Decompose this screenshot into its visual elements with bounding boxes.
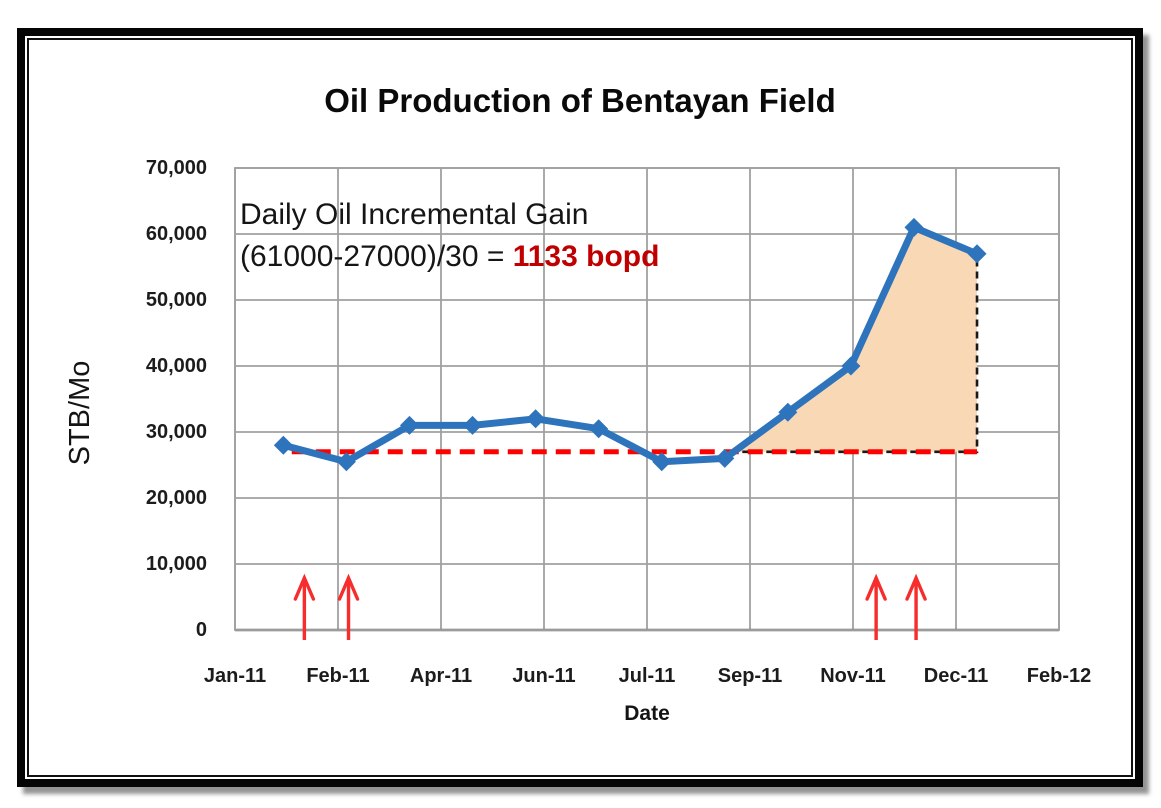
x-tick-label: Jun-11 <box>512 665 576 687</box>
annotation-line2: (61000-27000)/30 = 1133 bopd <box>240 236 800 278</box>
x-tick-label: Sep-11 <box>717 665 783 687</box>
x-tick-label: Feb-11 <box>306 665 370 687</box>
y-tick-label: 60,000 <box>145 223 207 245</box>
x-tick-label: Apr-11 <box>409 665 473 687</box>
y-tick-label: 50,000 <box>145 289 207 311</box>
production-line <box>279 223 981 466</box>
data-point-marker <box>967 244 987 264</box>
y-tick-label: 70,000 <box>145 157 207 179</box>
up-arrow-head <box>865 573 887 601</box>
up-arrow-head <box>905 573 927 601</box>
x-tick-label: Nov-11 <box>820 665 886 687</box>
data-point-marker <box>778 402 798 422</box>
incremental-gain-area-border <box>729 225 979 454</box>
incremental-gain-area <box>733 227 978 452</box>
data-point-marker <box>841 356 861 376</box>
up-arrow-head <box>293 573 316 601</box>
x-tick-label: Jul-11 <box>618 665 676 687</box>
data-point-marker <box>652 452 672 472</box>
data-point-marker <box>463 415 483 435</box>
y-axis-title: STB/Mo <box>64 360 96 466</box>
data-point-marker <box>526 409 546 429</box>
y-tick-label: 10,000 <box>145 553 207 575</box>
y-tick-label: 0 <box>195 619 207 641</box>
plot-border <box>234 167 1060 631</box>
y-tick-label: 40,000 <box>145 355 207 377</box>
x-tick-label: Dec-11 <box>923 665 989 687</box>
data-point-marker <box>589 419 609 439</box>
y-tick-label: 20,000 <box>145 487 207 509</box>
annotation-formula: (61000-27000)/30 = <box>240 240 513 273</box>
data-point-marker <box>336 452 356 472</box>
data-point-marker <box>399 415 419 435</box>
x-tick-label: Feb-12 <box>1026 665 1092 687</box>
annotation-result-value: 1133 bopd <box>512 240 660 273</box>
x-tick-label: Jan-11 <box>203 665 267 687</box>
up-arrow-head <box>337 573 360 601</box>
chart-title: Oil Production of Bentayan Field <box>324 82 836 119</box>
data-point-marker <box>715 448 735 468</box>
data-point-marker <box>904 217 924 237</box>
y-tick-label: 30,000 <box>145 421 207 443</box>
data-point-marker <box>273 435 293 455</box>
incremental-gain-annotation: Daily Oil Incremental Gain (61000-27000)… <box>240 194 800 278</box>
x-axis-title: Date <box>624 702 670 725</box>
annotation-line1: Daily Oil Incremental Gain <box>240 198 589 231</box>
